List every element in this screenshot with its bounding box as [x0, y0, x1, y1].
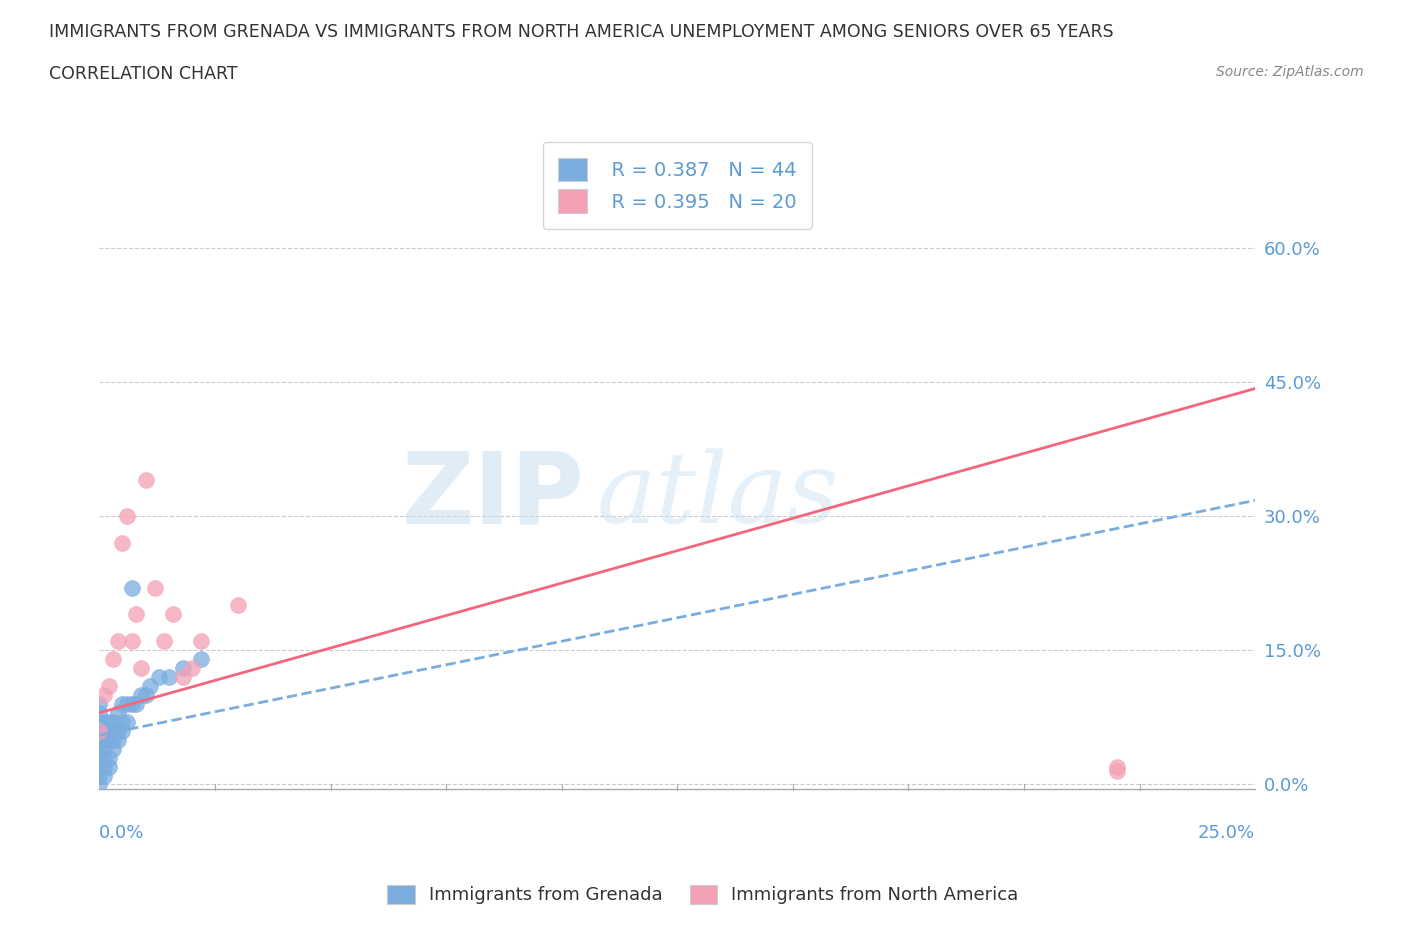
Point [103, 741, 125, 756]
Point [157, 670, 180, 684]
Legend:   R = 0.387   N = 44,   R = 0.395   N = 20: R = 0.387 N = 44, R = 0.395 N = 20 [543, 142, 813, 229]
Point [162, 607, 184, 622]
Point [153, 634, 176, 649]
Point [89, 759, 111, 774]
Point [97, 732, 120, 747]
Point [1105, 759, 1128, 774]
Point [93, 768, 115, 783]
Point [121, 580, 143, 595]
Point [89, 768, 111, 783]
Legend: Immigrants from Grenada, Immigrants from North America: Immigrants from Grenada, Immigrants from… [380, 878, 1026, 911]
Point [139, 679, 162, 694]
Point [1105, 764, 1128, 778]
Point [111, 697, 134, 711]
Point [93, 687, 115, 702]
Point [125, 607, 148, 622]
Point [89, 697, 111, 711]
Point [89, 714, 111, 729]
Text: CORRELATION CHART: CORRELATION CHART [49, 65, 238, 83]
Point [190, 634, 212, 649]
Point [148, 670, 170, 684]
Point [89, 777, 111, 792]
Point [172, 670, 194, 684]
Point [111, 724, 134, 738]
Point [93, 751, 115, 765]
Point [135, 472, 157, 487]
Point [143, 580, 166, 595]
Point [115, 697, 138, 711]
Text: 25.0%: 25.0% [1198, 824, 1256, 842]
Point [93, 714, 115, 729]
Point [93, 732, 115, 747]
Point [172, 660, 194, 675]
Point [180, 660, 202, 675]
Point [111, 536, 134, 551]
Text: IMMIGRANTS FROM GRENADA VS IMMIGRANTS FROM NORTH AMERICA UNEMPLOYMENT AMONG SENI: IMMIGRANTS FROM GRENADA VS IMMIGRANTS FR… [49, 23, 1114, 41]
Point [97, 679, 120, 694]
Point [103, 652, 125, 667]
Point [97, 759, 120, 774]
Point [129, 660, 152, 675]
Point [115, 509, 138, 524]
Point [89, 732, 111, 747]
Point [97, 724, 120, 738]
Point [190, 652, 212, 667]
Point [121, 697, 143, 711]
Text: 0.0%: 0.0% [100, 824, 145, 842]
Point [93, 741, 115, 756]
Point [89, 724, 111, 738]
Point [103, 714, 125, 729]
Text: ZIP: ZIP [402, 447, 585, 544]
Text: atlas: atlas [596, 448, 839, 543]
Point [93, 724, 115, 738]
Point [107, 732, 129, 747]
Point [121, 634, 143, 649]
Point [93, 759, 115, 774]
Point [97, 714, 120, 729]
Point [89, 751, 111, 765]
Point [111, 714, 134, 729]
Point [107, 634, 129, 649]
Point [89, 741, 111, 756]
Point [97, 751, 120, 765]
Point [115, 714, 138, 729]
Point [103, 732, 125, 747]
Point [89, 706, 111, 721]
Point [107, 706, 129, 721]
Point [129, 687, 152, 702]
Point [103, 724, 125, 738]
Point [226, 598, 249, 613]
Point [107, 724, 129, 738]
Point [89, 724, 111, 738]
Point [135, 687, 157, 702]
Text: Source: ZipAtlas.com: Source: ZipAtlas.com [1216, 65, 1364, 79]
Point [125, 697, 148, 711]
